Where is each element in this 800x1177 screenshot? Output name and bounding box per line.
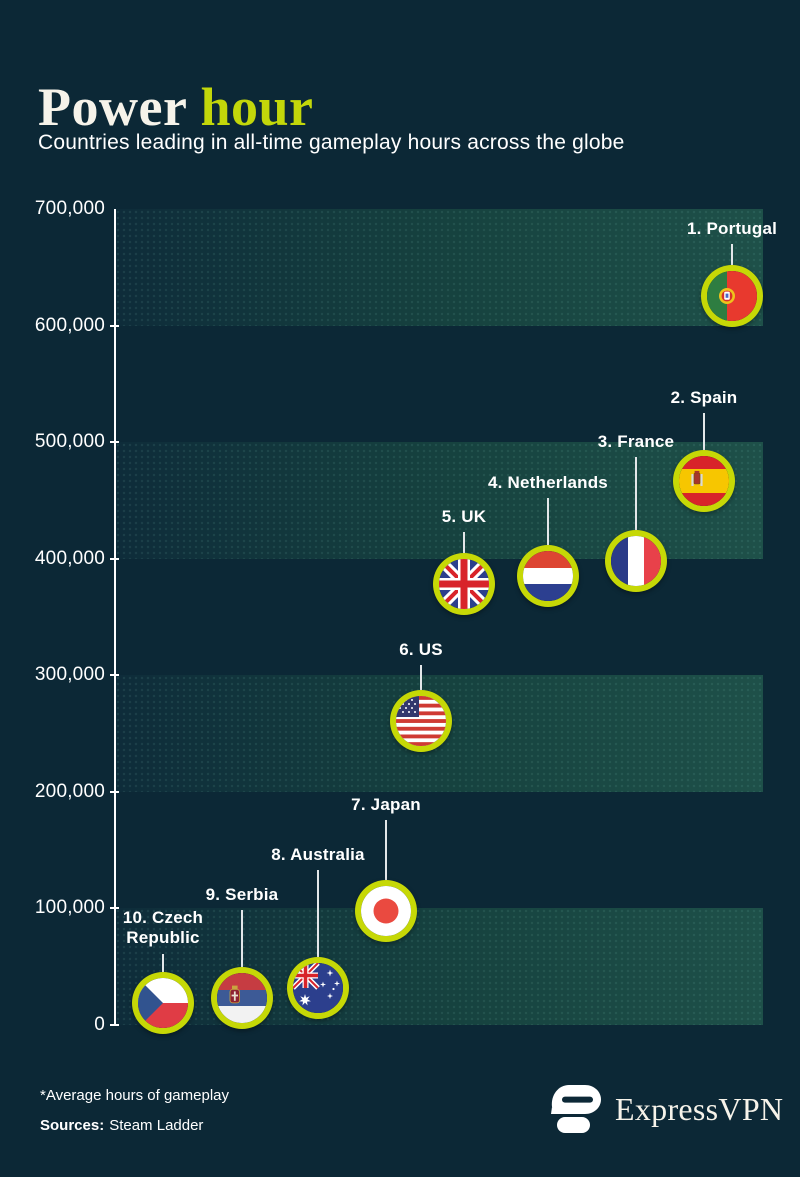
y-tick-label: 700,000	[34, 198, 105, 219]
flag-marker-australia	[287, 956, 349, 1019]
y-tick-label: 200,000	[34, 780, 105, 802]
y-tick-mark	[110, 790, 119, 793]
y-tick-label: 400,000	[34, 547, 105, 569]
point-label-line: 1. Portugal	[686, 219, 778, 238]
point-label-line: 9. Serbia	[205, 885, 279, 904]
netherlands-flag-icon	[523, 551, 573, 602]
brand-lockup: ExpressVPN	[549, 1084, 783, 1134]
point-label-line: 3. France	[597, 432, 675, 451]
point-connector-line	[463, 532, 465, 554]
point-label-australia: 8. Australia	[228, 845, 408, 865]
point-label-spain: 2. Spain	[614, 388, 794, 408]
title-primary: Power	[38, 77, 187, 138]
point-label-japan: 7. Japan	[296, 795, 476, 815]
flag-marker-spain	[673, 449, 735, 512]
y-tick-label: 300,000	[34, 664, 105, 686]
page-title: Power hour	[38, 80, 314, 134]
y-axis-line	[114, 209, 116, 1026]
france-flag-icon	[611, 536, 661, 587]
flag-marker-netherlands	[517, 545, 579, 608]
flag-marker-france	[605, 530, 667, 593]
flag-marker-us	[390, 689, 452, 752]
point-label-france: 3. France	[546, 432, 726, 452]
point-label-line: 10. Czech	[122, 908, 204, 927]
point-label-line: 8. Australia	[271, 845, 365, 864]
flag-marker-japan	[355, 879, 417, 942]
chart-band	[115, 209, 763, 326]
point-connector-line	[241, 910, 243, 968]
y-tick-mark	[110, 557, 119, 560]
point-label-line: 5. UK	[441, 507, 487, 526]
point-connector-line	[731, 244, 733, 266]
us-flag-icon	[396, 695, 446, 746]
point-connector-line	[162, 954, 164, 972]
point-label-line: 4. Netherlands	[488, 473, 608, 492]
point-connector-line	[420, 665, 422, 690]
point-label-serbia: 9. Serbia	[152, 885, 332, 905]
brand-name: ExpressVPN	[615, 1090, 784, 1127]
flag-marker-uk	[433, 553, 495, 616]
sources-label: Sources:	[40, 1117, 105, 1134]
page-subtitle: Countries leading in all-time gameplay h…	[38, 131, 625, 154]
chart-footnote: *Average hours of gameplay	[40, 1087, 230, 1104]
point-label-czech: 10. Czech Republic	[73, 908, 253, 948]
y-tick-mark	[110, 1024, 119, 1026]
point-connector-line	[317, 870, 319, 957]
chart-band	[115, 442, 763, 559]
serbia-flag-icon	[217, 973, 267, 1024]
point-label-uk: 5. UK	[374, 507, 554, 527]
flag-marker-portugal	[701, 265, 763, 328]
point-label-line: Republic	[126, 928, 200, 947]
uk-flag-icon	[439, 559, 489, 610]
point-label-line: 7. Japan	[351, 795, 421, 814]
japan-flag-icon	[361, 885, 411, 936]
y-tick-mark	[110, 674, 119, 677]
y-tick-label: 600,000	[34, 314, 105, 336]
point-label-us: 6. US	[331, 640, 511, 660]
y-tick-label: 100,000	[34, 897, 105, 919]
y-tick-label: 500,000	[34, 431, 105, 453]
point-connector-line	[385, 820, 387, 880]
flag-marker-serbia	[211, 967, 273, 1030]
flag-marker-czech	[132, 971, 194, 1034]
y-tick-mark	[110, 907, 119, 910]
point-label-netherlands: 4. Netherlands	[458, 473, 638, 493]
sources-line: Sources: Steam Ladder	[40, 1117, 203, 1134]
y-tick-mark	[110, 324, 119, 327]
y-tick-mark	[110, 441, 119, 444]
sources-value: Steam Ladder	[109, 1117, 204, 1134]
point-connector-line	[703, 413, 705, 450]
title-accent: hour	[200, 77, 314, 138]
point-label-line: 2. Spain	[670, 388, 738, 407]
point-connector-line	[635, 457, 637, 531]
spain-flag-icon	[679, 455, 729, 506]
y-tick-label: 0	[94, 1014, 105, 1035]
czech-flag-icon	[138, 977, 188, 1028]
portugal-flag-icon	[707, 271, 757, 322]
expressvpn-logo-icon	[551, 1085, 601, 1133]
point-label-line: 6. US	[399, 640, 443, 659]
point-connector-line	[547, 498, 549, 546]
australia-flag-icon	[293, 962, 343, 1013]
point-label-portugal: 1. Portugal	[642, 219, 800, 239]
